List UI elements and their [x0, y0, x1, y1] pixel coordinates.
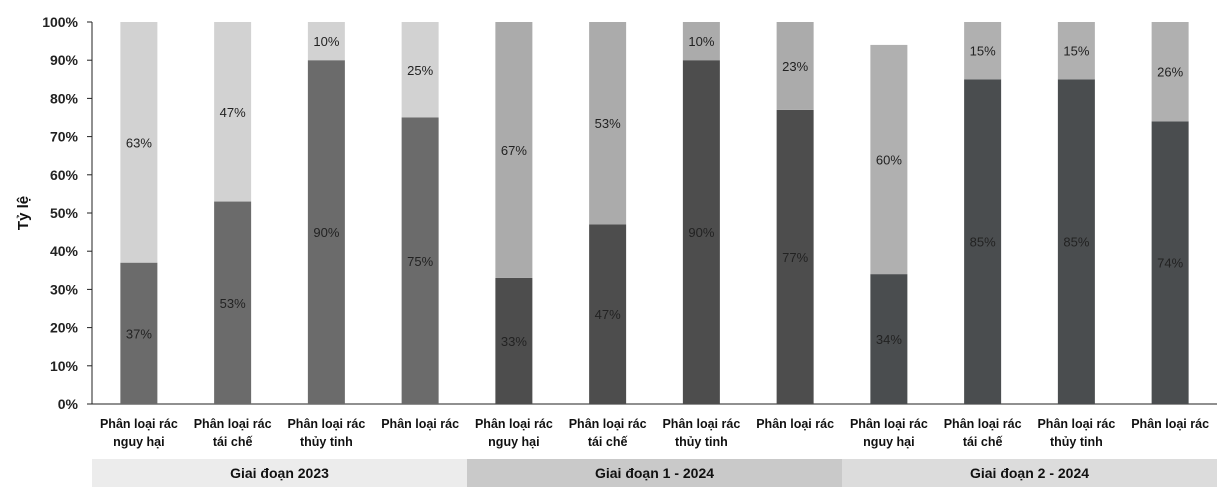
bar-segment-bottom	[1151, 121, 1189, 404]
y-axis-title: Tỷ lệ	[15, 196, 32, 230]
y-tick-label: 100%	[42, 14, 78, 30]
category-label: thủy tinh	[300, 435, 353, 449]
category-labels: Phân loại rác nguy hại Phân loại rác tái ch…	[100, 417, 1209, 449]
group-band	[842, 459, 1217, 487]
group-label: Giai đoạn 1 - 2024	[595, 465, 714, 481]
data-label: 25%	[407, 63, 433, 78]
data-label: 85%	[1063, 235, 1089, 250]
bar-segment-top	[214, 22, 252, 202]
group-label: Giai đoạn 2023	[230, 465, 329, 481]
group-band	[467, 459, 842, 487]
category-label: Phân loại rác	[756, 417, 834, 431]
bar-segment-top	[1151, 22, 1189, 122]
data-label: 85%	[970, 235, 996, 250]
data-label: 34%	[876, 332, 902, 347]
bar-segment-bottom	[214, 201, 252, 404]
y-tick-label: 10%	[50, 358, 79, 374]
data-label: 33%	[501, 334, 527, 349]
y-tick-label: 50%	[50, 205, 79, 221]
data-label: 67%	[501, 143, 527, 158]
y-tick-label: 0%	[58, 396, 79, 412]
category-label: nguy hại	[863, 435, 914, 449]
bar-segment-top	[776, 22, 814, 110]
category-label: Phân loại rác	[1131, 417, 1209, 431]
bar-segment-bottom	[401, 117, 439, 404]
category-label: tái chế	[588, 435, 628, 449]
category-label: Phân loại rác	[100, 417, 178, 431]
y-tick-label: 40%	[50, 243, 79, 259]
bars: 37% 63% 53% 47% 90% 10% 75% 25% 33% 67% 47% 53% 90% 1…	[120, 22, 1189, 405]
data-label: 47%	[595, 307, 621, 322]
category-label: nguy hại	[488, 435, 539, 449]
category-label: Phân loại rác	[194, 417, 272, 431]
data-label: 63%	[126, 135, 152, 150]
data-label: 10%	[313, 34, 339, 49]
data-label: 47%	[220, 105, 246, 120]
bar-segment-top	[120, 22, 158, 263]
bar-segment-top	[1057, 22, 1095, 80]
y-tick-label: 70%	[50, 129, 79, 145]
bar-segment-top	[964, 22, 1002, 80]
bar-segment-bottom	[1057, 79, 1095, 405]
category-label: Phân loại rác	[287, 417, 365, 431]
category-label: Phân loại rác	[475, 417, 553, 431]
bar-segment-top	[401, 22, 439, 118]
data-label: 23%	[782, 59, 808, 74]
category-label: Phân loại rác	[944, 417, 1022, 431]
data-label: 60%	[876, 153, 902, 168]
bar-segment-top	[870, 44, 908, 275]
data-label: 15%	[1063, 44, 1089, 59]
y-tick-label: 60%	[50, 167, 79, 183]
data-label: 15%	[970, 44, 996, 59]
data-label: 10%	[688, 34, 714, 49]
category-label: Phân loại rác	[569, 417, 647, 431]
category-label: tái chế	[213, 435, 253, 449]
y-tick-label: 90%	[50, 52, 79, 68]
data-label: 90%	[688, 225, 714, 240]
category-label: thủy tinh	[675, 435, 728, 449]
y-tick-label: 30%	[50, 281, 79, 297]
category-label: tái chế	[963, 435, 1003, 449]
category-label: Phân loại rác	[850, 417, 928, 431]
bar-segment-bottom	[776, 109, 814, 405]
bar-segment-top	[495, 22, 533, 278]
group-band	[92, 459, 467, 487]
y-axis-ticks: 0% 10% 20% 30% 40% 50% 60% 70% 80% 90% 100%	[42, 14, 92, 412]
data-label: 53%	[595, 116, 621, 131]
data-label: 75%	[407, 254, 433, 269]
group-bands: Giai đoạn 2023 Giai đoạn 1 - 2024 Giai đoạ…	[92, 459, 1217, 487]
bar-segment-bottom	[120, 262, 158, 404]
bar-segment-top	[307, 22, 345, 61]
data-label: 77%	[782, 250, 808, 265]
bar-segment-bottom	[964, 79, 1002, 405]
bar-segment-bottom	[682, 60, 720, 404]
data-label: 74%	[1157, 256, 1183, 271]
category-label: Phân loại rác	[662, 417, 740, 431]
data-label: 26%	[1157, 65, 1183, 80]
y-tick-label: 20%	[50, 320, 79, 336]
y-tick-label: 80%	[50, 90, 79, 106]
data-label: 37%	[126, 326, 152, 341]
category-label: Phân loại rác	[381, 417, 459, 431]
bar-segment-top	[589, 22, 627, 225]
bar-segment-bottom	[870, 274, 908, 404]
category-label: nguy hại	[113, 435, 164, 449]
category-label: thủy tinh	[1050, 435, 1103, 449]
data-label: 53%	[220, 296, 246, 311]
data-label: 90%	[313, 225, 339, 240]
bar-segment-bottom	[307, 60, 345, 404]
bar-segment-top	[682, 22, 720, 61]
bar-segment-bottom	[495, 277, 533, 404]
category-label: Phân loại rác	[1037, 417, 1115, 431]
bar-segment-bottom	[589, 224, 627, 404]
group-label: Giai đoạn 2 - 2024	[970, 465, 1089, 481]
